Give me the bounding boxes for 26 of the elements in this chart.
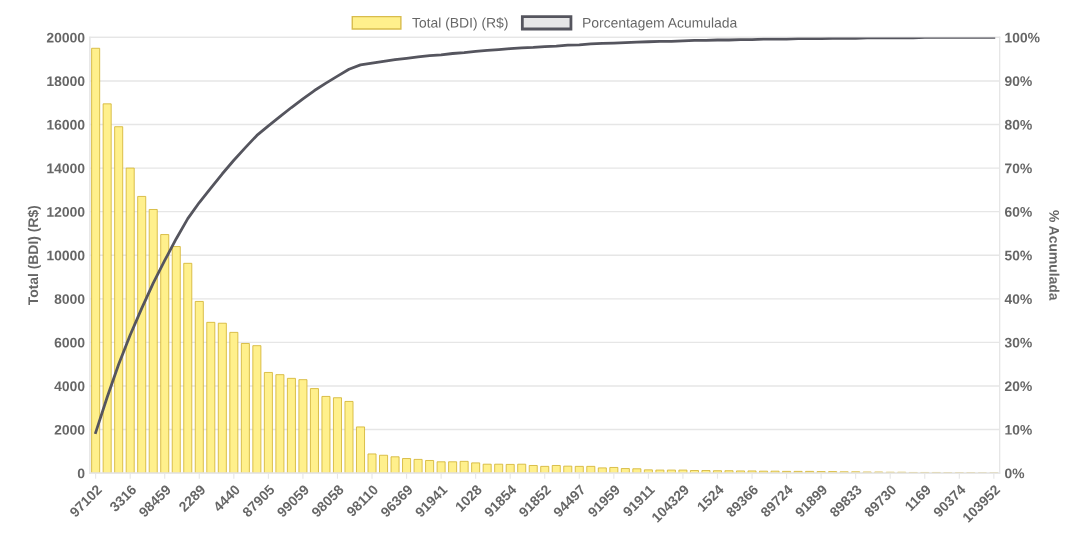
y2-tick-label: 100% [1005, 32, 1040, 43]
y-tick-label: 4000 [54, 381, 85, 392]
y-tick-label: 12000 [47, 207, 85, 217]
y2-axis-title: % Acumulada [1049, 210, 1060, 301]
y2-tick-label: 20% [1004, 381, 1032, 392]
y2-tick-label: 60% [1004, 207, 1032, 217]
y2-tick-label: 50% [1004, 250, 1032, 261]
y2-tick-label: 90% [1004, 76, 1032, 87]
y-tick-label: 20000 [46, 32, 85, 43]
y-tick-label: 16000 [47, 119, 85, 130]
y2-tick-label: 0% [1005, 468, 1025, 479]
y-tick-label: 8000 [54, 294, 85, 304]
y2-tick-label: 10% [1005, 424, 1032, 435]
y-axis-title: Total (BDI) (R$) [27, 205, 41, 306]
legend-label: Porcentagem Acumulada [583, 17, 738, 31]
y-tick-label: 2000 [54, 424, 85, 435]
y-tick-label: 6000 [54, 337, 85, 348]
y2-tick-label: 40% [1004, 294, 1032, 304]
y-tick-label: 0 [77, 468, 85, 479]
y-tick-label: 10000 [47, 250, 85, 261]
y2-tick-label: 80% [1004, 119, 1032, 130]
y2-tick-label: 30% [1004, 337, 1032, 348]
y2-tick-label: 70% [1005, 163, 1032, 174]
y-tick-label: 14000 [47, 163, 85, 174]
y-tick-label: 18000 [47, 76, 85, 87]
legend-label: Total (BDI) (R$) [412, 17, 508, 31]
